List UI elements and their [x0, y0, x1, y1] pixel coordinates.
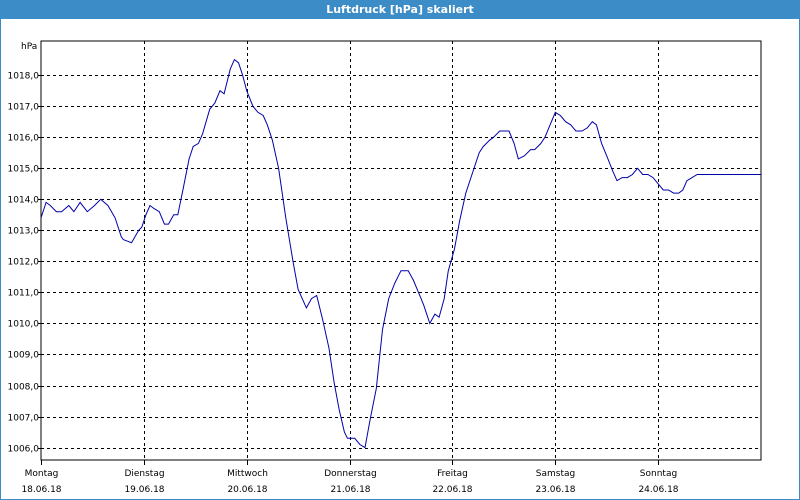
y-tick-label: 1009,0 [8, 351, 40, 361]
y-tick-label: 1008,0 [8, 383, 40, 393]
x-tick-date-label: 19.06.18 [124, 485, 164, 495]
y-tick-label: 1015,0 [8, 165, 40, 175]
y-tick-label: 1013,0 [8, 227, 40, 237]
y-tick-label: 1010,0 [8, 320, 40, 330]
pressure-series-line [40, 58, 761, 449]
grid [41, 41, 761, 460]
x-tick-date-label: 23.06.18 [535, 485, 575, 495]
y-tick-label: 1011,0 [8, 289, 40, 299]
y-tick-label: 1006,0 [8, 445, 40, 455]
plot-border [40, 40, 762, 461]
x-tick-date-label: 21.06.18 [330, 485, 370, 495]
x-tick-date-label: 20.06.18 [227, 485, 267, 495]
x-tick-day-label: Freitag [437, 469, 468, 479]
x-tick-day-label: Sonntag [640, 469, 677, 479]
y-axis-unit: hPa [21, 42, 37, 52]
y-axis: 1006,0 1007,0 1008,0 1009,0 1010,0 1011,0 1012… [8, 72, 41, 455]
x-tick-date-label: 18.06.18 [21, 485, 61, 495]
y-tick-label: 1014,0 [8, 196, 40, 206]
y-tick-label: 1016,0 [8, 134, 40, 144]
plot-area [41, 41, 761, 460]
y-tick-label: 1017,0 [8, 103, 40, 113]
y-tick-label: 1012,0 [8, 258, 40, 268]
y-tick-label: 1018,0 [8, 72, 40, 82]
x-tick-date-label: 22.06.18 [432, 485, 472, 495]
x-tick-day-label: Montag [25, 469, 59, 479]
x-tick-day-label: Donnerstag [324, 469, 377, 479]
window-title: Luftdruck [hPa] skaliert [1, 1, 799, 19]
x-axis: Montag 18.06.18 Dienstag 19.06.18 Mittwoch 20… [21, 460, 679, 495]
x-tick-date-label: 24.06.18 [638, 485, 678, 495]
x-tick-day-label: Dienstag [124, 469, 164, 479]
y-tick-label: 1007,0 [8, 414, 40, 424]
x-tick-day-label: Samstag [536, 469, 575, 479]
x-tick-day-label: Mittwoch [227, 469, 268, 479]
